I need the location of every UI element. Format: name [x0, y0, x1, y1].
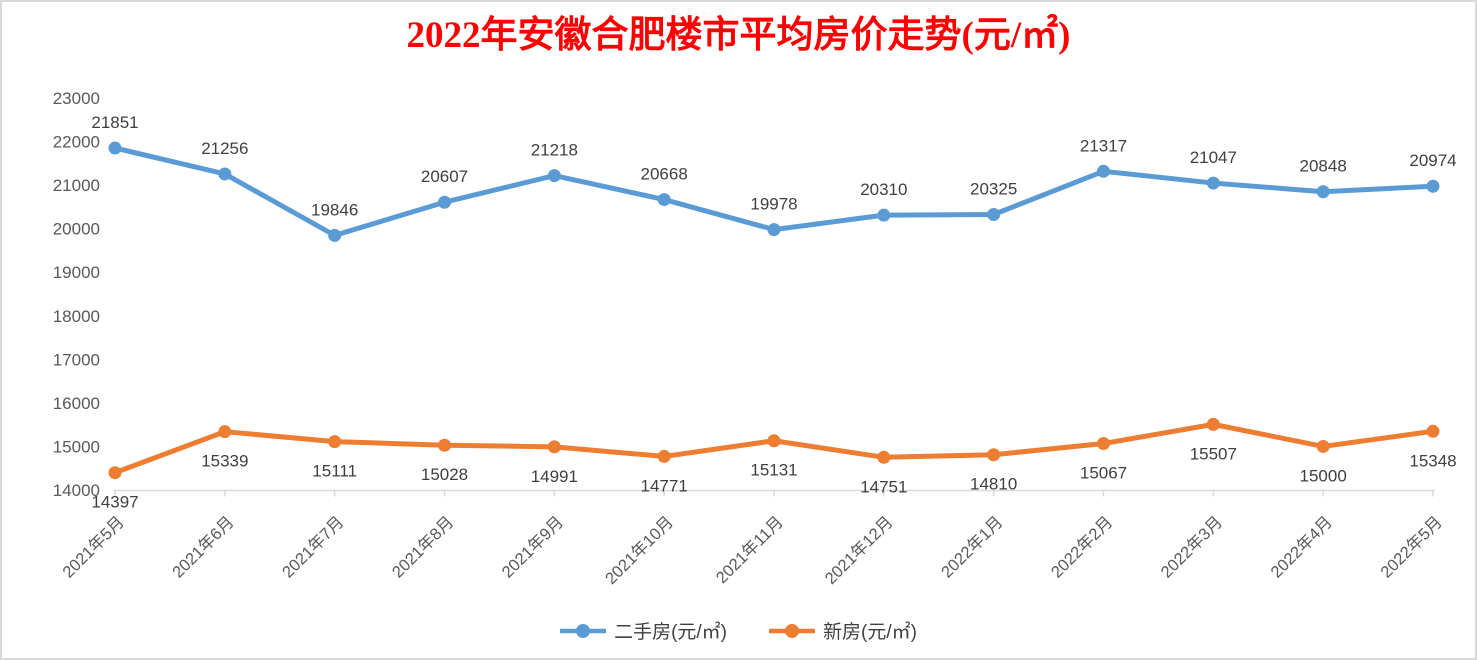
legend-label-newhome: 新房(元/㎡) [823, 622, 917, 643]
series-1-data-label: 14397 [91, 493, 138, 512]
series-0-data-label: 19978 [750, 195, 797, 214]
series-0-marker [657, 193, 671, 207]
series-1-marker [987, 448, 1001, 462]
series-0-data-label: 20848 [1300, 157, 1347, 176]
series-1-data-label: 14751 [860, 477, 907, 496]
series-1-marker [1206, 417, 1220, 431]
x-axis-category-label: 2022年3月 [1157, 512, 1226, 581]
series-0-marker [1097, 164, 1110, 178]
x-axis-category-label: 2022年1月 [937, 512, 1006, 581]
series-1-data-label: 15028 [421, 465, 468, 484]
series-0-marker [987, 208, 1001, 222]
legend-label-secondhand: 二手房(元/㎡) [614, 622, 727, 643]
y-axis-tick-label: 16000 [53, 394, 100, 413]
series-1-data-label: 14991 [531, 467, 578, 486]
legend-item-secondhand: 二手房(元/㎡) [560, 617, 727, 644]
x-axis-category-label: 2021年10月 [601, 512, 677, 588]
x-axis-category-label: 2022年4月 [1267, 512, 1336, 581]
y-axis-tick-label: 17000 [53, 350, 100, 369]
series-1-marker [877, 450, 891, 464]
series-1-data-label: 15339 [201, 452, 248, 471]
series-1-data-label: 15131 [750, 461, 797, 480]
series-1-marker [438, 438, 451, 452]
legend-marker-orange-line-dot-icon [769, 623, 815, 638]
y-axis-tick-label: 18000 [53, 307, 100, 326]
series-1-data-label: 15348 [1409, 451, 1456, 470]
series-1-marker [767, 434, 781, 448]
series-0-data-label: 19846 [311, 200, 358, 219]
series-0-data-label: 21047 [1190, 148, 1237, 167]
legend-item-newhome: 新房(元/㎡) [769, 617, 917, 644]
series-0-marker [218, 167, 232, 181]
x-axis-category-label: 2021年7月 [278, 512, 347, 581]
series-0-data-label: 20668 [641, 165, 688, 184]
y-axis-tick-label: 23000 [53, 89, 100, 108]
series-0-marker [547, 169, 561, 183]
series-1-data-label: 14810 [970, 475, 1017, 494]
x-axis-category-label: 2021年8月 [388, 512, 457, 581]
series-1-marker [328, 435, 342, 449]
series-1-marker [1097, 437, 1110, 451]
series-0-data-label: 20607 [421, 167, 468, 186]
series-1-data-label: 15067 [1080, 464, 1127, 483]
series-0-marker [1206, 176, 1220, 190]
series-0-data-label: 21851 [91, 113, 138, 132]
x-axis-category-label: 2021年11月 [712, 512, 787, 587]
series-0-data-label: 21218 [531, 141, 578, 160]
series-1-data-label: 14771 [641, 476, 688, 495]
series-0-marker [767, 223, 781, 237]
series-1-marker [108, 466, 122, 480]
x-axis-category-label: 2022年2月 [1047, 512, 1116, 581]
series-0-marker [877, 208, 891, 222]
series-0-data-label: 20325 [970, 180, 1017, 199]
x-axis-category-label: 2021年9月 [498, 512, 567, 581]
series-0-data-label: 21256 [201, 139, 248, 158]
chart-legend: 二手房(元/㎡) 新房(元/㎡) [2, 617, 1475, 644]
series-1-marker [1316, 439, 1330, 453]
series-0-data-label: 20310 [860, 180, 907, 199]
series-0-data-label: 20974 [1409, 151, 1456, 170]
series-1-marker [1426, 424, 1440, 438]
y-axis-tick-label: 15000 [53, 437, 100, 456]
series-1-marker [547, 440, 561, 454]
series-0-marker [1316, 185, 1330, 199]
x-axis-category-label: 2021年5月 [59, 512, 128, 581]
x-axis-category-label: 2021年12月 [821, 512, 897, 588]
series-1-marker [218, 425, 232, 439]
series-1-data-label: 15111 [312, 462, 357, 481]
series-1-data-label: 15507 [1190, 444, 1237, 463]
y-axis-tick-label: 14000 [53, 481, 100, 500]
x-axis-category-label: 2022年5月 [1377, 512, 1446, 581]
y-axis-tick-label: 21000 [53, 176, 100, 195]
legend-marker-blue-line-dot-icon [560, 623, 607, 638]
y-axis-tick-label: 19000 [53, 263, 100, 282]
x-axis-category-label: 2021年6月 [168, 512, 237, 581]
series-0-marker [328, 228, 342, 242]
series-0-data-label: 21317 [1080, 136, 1127, 155]
series-0-marker [1426, 179, 1440, 193]
series-0-marker [108, 141, 122, 155]
y-axis-tick-label: 20000 [53, 220, 100, 239]
y-axis-tick-label: 22000 [53, 133, 100, 152]
chart-title: 2022年安徽合肥楼市平均房价走势(元/㎡) [406, 15, 1071, 56]
series-0-marker [438, 195, 451, 209]
series-1-marker [657, 449, 671, 463]
series-1-data-label: 15000 [1300, 466, 1347, 485]
